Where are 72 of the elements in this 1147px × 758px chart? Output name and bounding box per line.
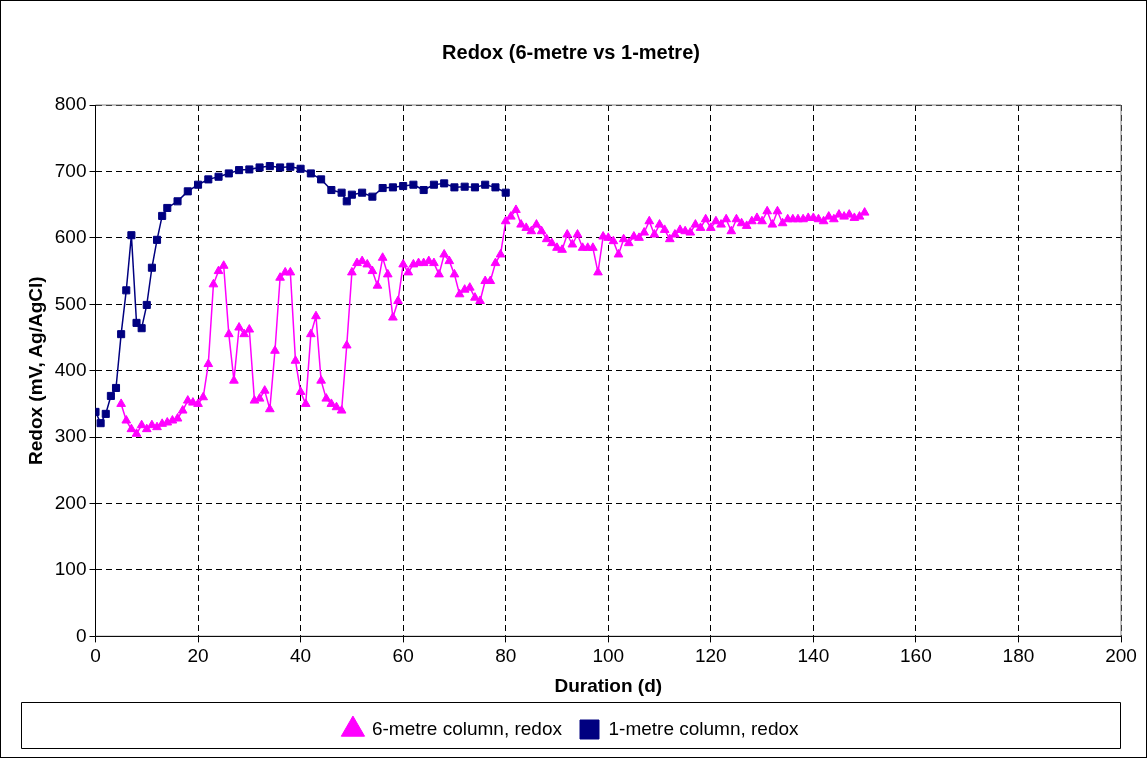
point [342, 197, 351, 206]
chart-title: Redox (6-metre vs 1-metre) [442, 40, 700, 63]
x-tick-label: 120 [694, 645, 727, 667]
x-axis-title: Duration (d) [554, 674, 663, 696]
x-tick-label: 0 [90, 645, 101, 667]
point [317, 175, 326, 184]
y-tick-label: 300 [54, 425, 87, 447]
x-tick-label: 20 [187, 645, 209, 667]
point [286, 162, 295, 171]
y-tick-label: 800 [54, 93, 87, 115]
point [255, 163, 264, 172]
point [327, 185, 336, 195]
point [194, 180, 203, 189]
point [368, 192, 377, 201]
point [127, 231, 136, 240]
point [101, 409, 110, 418]
x-tick-label: 80 [495, 645, 517, 667]
point [106, 391, 115, 400]
x-tick-label: 100 [592, 645, 625, 667]
point [147, 263, 156, 272]
x-tick-label: 60 [392, 645, 414, 667]
legend-label: 1-metre column, redox [608, 717, 800, 739]
point [358, 188, 367, 197]
point [158, 211, 167, 220]
point [399, 182, 408, 191]
x-tick-label: 180 [1002, 645, 1035, 667]
x-tick-label: 140 [797, 645, 830, 667]
y-tick-label: 400 [54, 358, 87, 380]
point [450, 183, 459, 192]
y-tick-label: 500 [54, 292, 87, 314]
point [440, 179, 449, 188]
point [409, 180, 418, 189]
point [235, 166, 244, 175]
x-tick-label: 160 [900, 645, 932, 667]
point [501, 188, 510, 197]
point [378, 184, 387, 193]
y-tick-label: 200 [54, 491, 87, 513]
legend-label: 6-metre column, redox [371, 717, 563, 739]
point [245, 165, 254, 174]
point [347, 190, 356, 199]
point [137, 324, 146, 333]
point [122, 286, 131, 295]
point [296, 164, 305, 173]
point [419, 185, 428, 195]
point [111, 383, 121, 393]
point [306, 169, 315, 178]
point [224, 169, 233, 178]
x-tick-label: 200 [1105, 645, 1137, 667]
point [481, 180, 490, 189]
point [117, 330, 126, 339]
y-axis-title: Redox (mV, Ag/AgCl) [24, 276, 46, 465]
y-tick-label: 0 [75, 624, 87, 646]
point [142, 300, 151, 309]
point [153, 235, 162, 244]
point [460, 182, 469, 191]
y-tick-label: 100 [54, 558, 87, 580]
point [204, 175, 213, 184]
point [173, 197, 182, 206]
y-tick-label: 700 [54, 159, 87, 181]
point [96, 419, 105, 428]
point [470, 183, 479, 192]
point [265, 162, 274, 171]
point [337, 188, 346, 197]
y-tick-label: 600 [54, 226, 87, 248]
point [388, 183, 397, 192]
point [214, 172, 223, 181]
point [276, 163, 285, 172]
point [429, 180, 438, 189]
point [491, 183, 500, 192]
x-tick-label: 40 [290, 645, 312, 667]
point [163, 203, 172, 212]
point [183, 187, 192, 196]
